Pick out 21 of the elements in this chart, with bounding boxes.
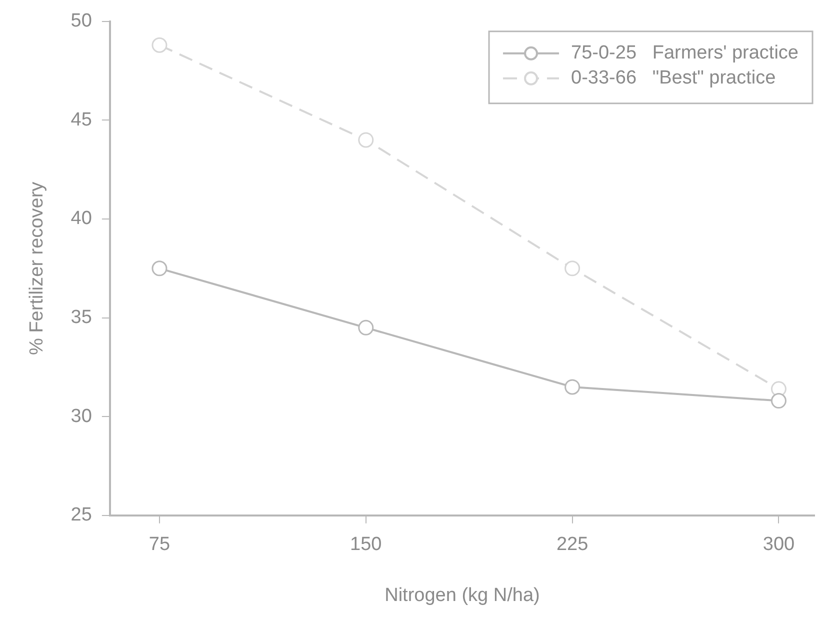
- point: [358, 132, 374, 148]
- legend-label: 0-33-66 "Best" practice: [571, 68, 776, 89]
- y-axis-title: % Fertilizer recovery: [26, 181, 48, 355]
- y-tick-label: 50: [70, 10, 92, 32]
- legend-label: 75-0-25 Farmers' practice: [571, 42, 799, 64]
- point: [770, 393, 786, 409]
- x-tick-label: 75: [148, 534, 170, 556]
- x-tick-label: 225: [556, 534, 588, 556]
- x-tick-label: 150: [350, 534, 382, 556]
- x-tick-label: 300: [762, 534, 795, 556]
- point: [152, 260, 168, 276]
- x-axis-title: Nitrogen (kg N/ha): [384, 584, 540, 606]
- point: [564, 379, 580, 395]
- y-tick-label: 30: [70, 406, 92, 427]
- y-tick-label: 45: [70, 109, 92, 130]
- y-tick-label: 40: [70, 208, 92, 230]
- y-tick-label: 35: [70, 307, 92, 328]
- point: [358, 320, 374, 336]
- point: [152, 37, 168, 53]
- y-tick-label: 25: [70, 504, 92, 526]
- point: [564, 260, 580, 276]
